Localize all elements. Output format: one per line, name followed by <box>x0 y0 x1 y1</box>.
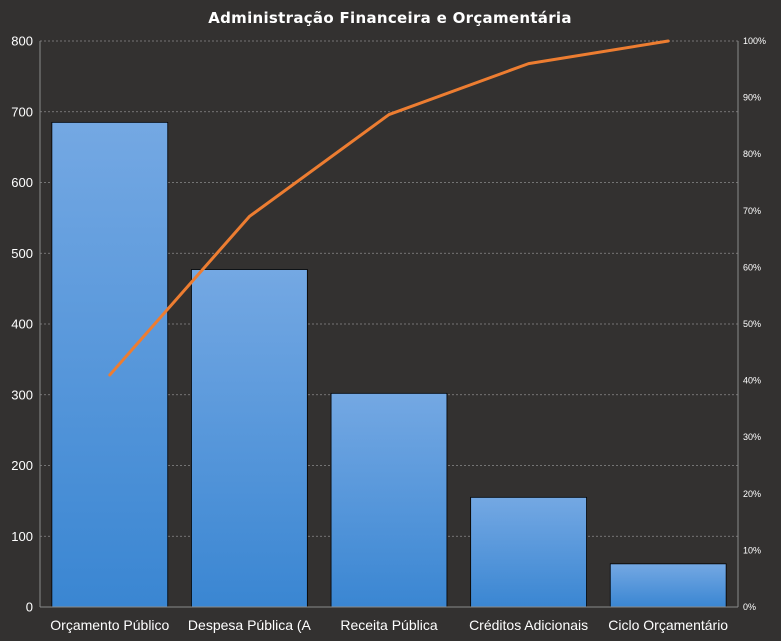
y2-tick-label: 20% <box>743 489 761 499</box>
y-tick-label: 600 <box>11 175 33 190</box>
y2-tick-label: 90% <box>743 93 761 103</box>
cumulative-line <box>108 39 670 377</box>
x-tick-label: Despesa Pública (A <box>188 617 312 633</box>
y-tick-label: 200 <box>11 458 33 473</box>
y-tick-label: 500 <box>11 246 33 261</box>
x-tick-label: Receita Pública <box>340 617 437 633</box>
y2-tick-label: 70% <box>743 206 761 216</box>
bar <box>470 496 587 608</box>
y-tick-label: 800 <box>11 34 33 49</box>
axes <box>39 41 739 608</box>
y2-tick-label: 10% <box>743 545 761 555</box>
y-tick-label: 400 <box>11 317 33 332</box>
bar <box>51 121 169 608</box>
cumulative-percent-line <box>108 39 670 377</box>
y2-tick-label: 0% <box>743 602 756 612</box>
y2-tick-label: 100% <box>743 36 766 46</box>
bar <box>609 563 727 608</box>
x-tick-label: Ciclo Orçamentário <box>608 617 728 633</box>
y2-tick-label: 30% <box>743 432 761 442</box>
y-tick-label: 0 <box>26 600 33 615</box>
chart-title: Administração Financeira e Orçamentária <box>208 9 572 27</box>
y-tick-label: 300 <box>11 387 33 402</box>
y2-tick-label: 80% <box>743 149 761 159</box>
y-tick-label: 100 <box>11 529 33 544</box>
bar <box>330 392 448 608</box>
y-tick-label: 700 <box>11 104 33 119</box>
bars <box>51 121 727 608</box>
y2-tick-label: 40% <box>743 376 761 386</box>
x-tick-label: Créditos Adicionais <box>469 617 588 633</box>
y2-tick-label: 50% <box>743 319 761 329</box>
x-tick-label: Orçamento Público <box>50 617 169 633</box>
bar <box>191 269 308 608</box>
y2-tick-label: 60% <box>743 262 761 272</box>
labels: 0 100 200 300 400 500 600 700 800 0% 10% 20% 30% 40% 5… <box>11 34 766 634</box>
